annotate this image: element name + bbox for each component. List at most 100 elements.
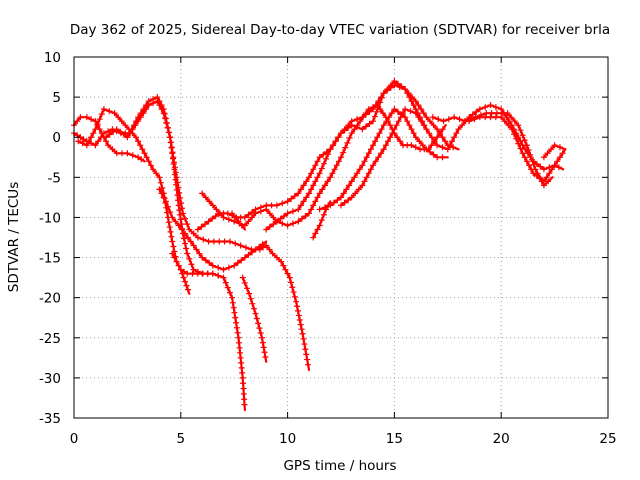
- data-point-marker: [79, 140, 86, 147]
- data-point-marker: [172, 169, 179, 176]
- data-point-marker: [237, 354, 244, 361]
- data-point-marker: [482, 104, 489, 111]
- data-point-marker: [289, 220, 296, 227]
- data-point-marker: [540, 166, 547, 173]
- data-point-marker: [124, 150, 131, 157]
- data-point-marker: [268, 202, 275, 209]
- plot-frame: [73, 56, 609, 419]
- data-point-marker: [335, 134, 342, 141]
- data-point-marker: [294, 303, 301, 310]
- data-point-marker: [105, 142, 112, 149]
- data-point-marker: [261, 349, 268, 356]
- data-point-marker: [184, 234, 191, 241]
- data-point-marker: [327, 174, 334, 181]
- data-point-marker: [258, 334, 265, 341]
- data-point-marker: [277, 215, 284, 222]
- data-point-marker: [308, 186, 315, 193]
- data-point-marker: [160, 110, 167, 117]
- data-point-marker: [239, 274, 246, 281]
- data-point-marker: [294, 307, 301, 314]
- series-arc-4: [103, 98, 312, 371]
- series-line: [265, 83, 460, 231]
- data-point-marker: [310, 166, 317, 173]
- data-point-marker: [449, 138, 456, 145]
- data-point-marker: [174, 179, 181, 186]
- data-point-marker: [517, 145, 524, 152]
- data-point-marker: [543, 174, 550, 181]
- data-point-marker: [167, 228, 174, 235]
- data-point-marker: [138, 156, 145, 163]
- data-point-marker: [314, 158, 321, 165]
- data-point-marker: [451, 114, 458, 121]
- data-point-marker: [548, 146, 555, 153]
- y-tick-label: -10: [39, 210, 61, 226]
- data-point-marker: [354, 170, 361, 177]
- data-point-marker: [209, 202, 216, 209]
- data-point-marker: [428, 134, 435, 141]
- data-point-marker: [356, 166, 363, 173]
- data-point-marker: [312, 198, 319, 205]
- data-point-marker: [555, 164, 562, 171]
- data-point-marker: [246, 290, 253, 297]
- data-point-marker: [533, 172, 540, 179]
- data-point-marker: [372, 102, 379, 109]
- data-point-marker: [346, 135, 353, 142]
- data-point-marker: [173, 258, 180, 265]
- data-point-marker: [305, 361, 312, 368]
- data-point-marker: [122, 122, 129, 129]
- data-point-marker: [310, 234, 317, 241]
- data-point-marker: [170, 154, 177, 161]
- data-point-marker: [80, 136, 87, 143]
- data-point-marker: [288, 279, 295, 286]
- data-point-marker: [175, 262, 182, 269]
- data-point-marker: [156, 102, 163, 109]
- data-point-marker: [473, 108, 480, 115]
- data-point-marker: [528, 156, 535, 163]
- data-point-marker: [115, 114, 122, 121]
- data-point-marker: [362, 111, 369, 118]
- data-point-marker: [103, 134, 110, 141]
- data-point-marker: [445, 116, 452, 123]
- data-point-marker: [279, 200, 286, 207]
- data-point-marker: [215, 272, 222, 279]
- data-point-marker: [310, 182, 317, 189]
- series-arc-13: [310, 200, 332, 241]
- data-point-marker: [171, 159, 178, 166]
- data-point-marker: [320, 160, 327, 167]
- data-point-marker: [387, 122, 394, 129]
- data-point-marker: [492, 104, 499, 111]
- data-point-marker: [257, 329, 264, 336]
- data-point-marker: [220, 266, 227, 273]
- data-point-marker: [105, 128, 112, 135]
- data-point-marker: [488, 110, 495, 117]
- data-point-marker: [418, 118, 425, 125]
- data-point-marker: [85, 138, 92, 145]
- data-point-marker: [232, 240, 239, 247]
- data-point-marker: [141, 150, 148, 157]
- data-point-marker: [209, 215, 216, 222]
- data-point-marker: [312, 230, 319, 237]
- data-point-marker: [308, 206, 315, 213]
- data-point-marker: [212, 213, 219, 220]
- data-point-marker: [137, 142, 144, 149]
- data-point-marker: [330, 199, 337, 206]
- data-point-marker: [118, 118, 125, 125]
- data-point-marker: [380, 146, 387, 153]
- data-point-marker: [359, 182, 366, 189]
- data-point-marker: [120, 131, 127, 138]
- data-point-marker: [325, 202, 332, 209]
- data-point-marker: [165, 129, 172, 136]
- data-point-marker: [238, 364, 245, 371]
- data-point-marker: [266, 223, 273, 230]
- data-point-marker: [154, 98, 161, 105]
- data-point-marker: [109, 146, 116, 153]
- data-point-marker: [182, 215, 189, 222]
- data-point-marker: [137, 114, 144, 121]
- data-point-marker: [359, 114, 366, 121]
- data-point-marker: [129, 126, 136, 133]
- data-point-marker: [182, 240, 189, 247]
- data-point-marker: [430, 151, 437, 158]
- data-point-marker: [439, 126, 446, 133]
- y-tick-label: -5: [48, 170, 61, 186]
